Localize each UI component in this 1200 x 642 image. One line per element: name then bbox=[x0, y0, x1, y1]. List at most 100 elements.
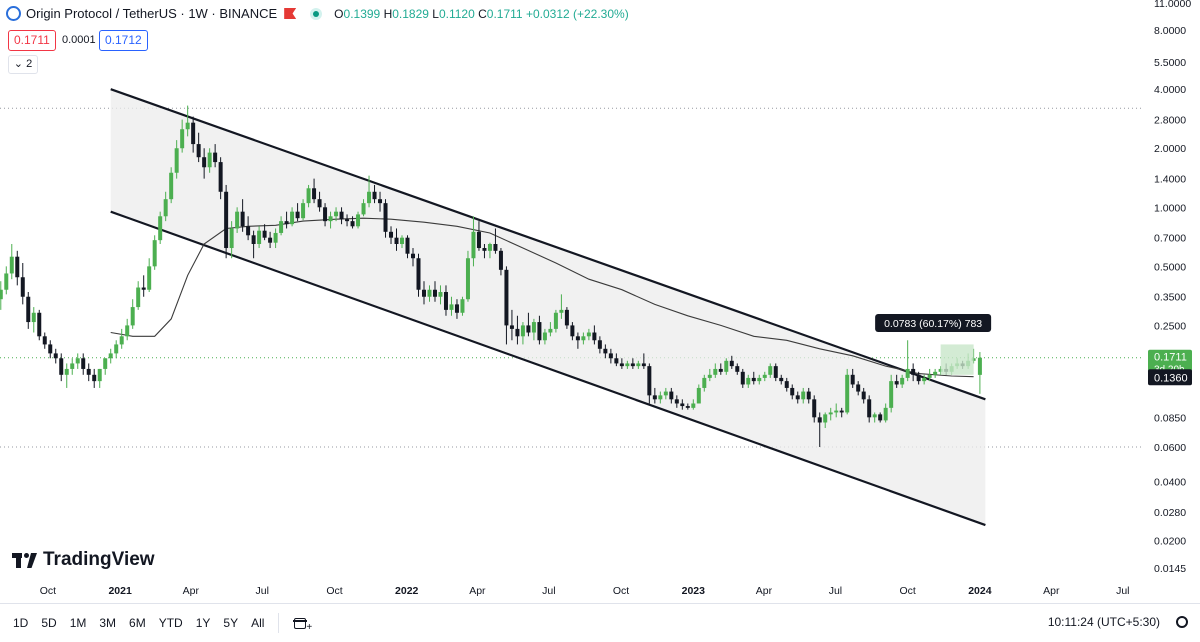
indicators-toggle-button[interactable]: ⌄ 2 bbox=[8, 55, 38, 74]
tradingview-logo-icon bbox=[12, 551, 38, 569]
candle bbox=[465, 250, 470, 302]
x-tick-label: 2021 bbox=[108, 585, 132, 597]
price-chart[interactable]: 0.0783 (60.17%) 783 11.0000 8.0000 5.5000 4… bbox=[0, 0, 1200, 603]
candle-body bbox=[246, 226, 251, 236]
high-value: 0.1829 bbox=[392, 6, 429, 21]
range-1d-button[interactable]: 1D bbox=[13, 616, 29, 630]
candle-body bbox=[603, 348, 608, 354]
candle-body bbox=[432, 289, 437, 297]
gear-icon[interactable] bbox=[1176, 616, 1188, 628]
candle-body bbox=[696, 387, 701, 404]
candle bbox=[301, 199, 306, 221]
candle bbox=[900, 374, 905, 388]
candle-body bbox=[400, 237, 405, 245]
candle-body bbox=[53, 353, 58, 359]
candle-body bbox=[779, 377, 784, 382]
candle-body bbox=[641, 363, 646, 367]
candle bbox=[702, 374, 707, 392]
candle-body bbox=[196, 144, 201, 158]
candle-body bbox=[839, 410, 844, 413]
toolbar-divider bbox=[278, 613, 280, 633]
candle bbox=[471, 216, 476, 267]
candle bbox=[570, 322, 575, 341]
candle-body bbox=[460, 299, 465, 313]
candle-body bbox=[405, 237, 410, 254]
candle bbox=[559, 294, 564, 319]
market-status-icon[interactable] bbox=[310, 7, 323, 20]
candle bbox=[240, 199, 245, 232]
candle-body bbox=[334, 211, 339, 217]
candle bbox=[878, 412, 883, 423]
range-ytd-button[interactable]: YTD bbox=[158, 616, 183, 630]
tradingview-logo[interactable]: TradingView bbox=[12, 549, 155, 571]
candle bbox=[828, 407, 833, 421]
crosshair-price-tag bbox=[1148, 369, 1192, 386]
candle-body bbox=[141, 287, 146, 290]
buy-price-button[interactable]: 0.1712 bbox=[99, 30, 148, 51]
calendar-icon[interactable]: + bbox=[293, 615, 312, 633]
y-tick-label: 11.0000 bbox=[1154, 0, 1191, 10]
candles bbox=[0, 105, 982, 448]
candle bbox=[608, 348, 613, 364]
time-axis[interactable]: Oct 2021 Apr Jul Oct 2022 Apr Jul Oct 2023 Apr Jul O… bbox=[40, 585, 1130, 597]
range-all-button[interactable]: All bbox=[251, 616, 265, 630]
range-5y-button[interactable]: 5Y bbox=[223, 616, 239, 630]
candle-body bbox=[718, 368, 723, 372]
candle-body bbox=[350, 221, 355, 227]
channel-upper-line bbox=[110, 88, 986, 401]
candle bbox=[15, 250, 20, 286]
candle-body bbox=[817, 417, 822, 423]
candle bbox=[795, 391, 800, 404]
candle-body bbox=[647, 366, 652, 396]
candle-body bbox=[680, 403, 685, 407]
candle bbox=[487, 242, 492, 259]
candle-body bbox=[328, 216, 333, 222]
ohlc-values: O0.1399 H0.1829 L0.1120 C0.1711 +0.0312 … bbox=[334, 7, 629, 21]
candle-body bbox=[15, 256, 20, 278]
candle-body bbox=[42, 336, 47, 345]
candle bbox=[823, 412, 828, 428]
candle-body bbox=[59, 358, 64, 375]
candle-body bbox=[356, 214, 361, 227]
price-axis[interactable]: 11.0000 8.0000 5.5000 4.0000 2.8000 2.0000 1.4… bbox=[1148, 0, 1192, 575]
open-key: O bbox=[334, 6, 344, 21]
candle bbox=[97, 368, 102, 388]
x-tick-label: Apr bbox=[756, 585, 773, 597]
candle-body bbox=[367, 191, 372, 204]
range-3m-button[interactable]: 3M bbox=[99, 616, 117, 630]
range-1y-button[interactable]: 1Y bbox=[195, 616, 211, 630]
symbol-title[interactable]: Origin Protocol / TetherUS · 1W · BINANC… bbox=[26, 6, 278, 21]
candle-body bbox=[279, 221, 284, 233]
candle-body bbox=[542, 332, 547, 341]
candle-body bbox=[856, 384, 861, 392]
candle bbox=[383, 199, 388, 238]
moving-average bbox=[110, 217, 974, 378]
candle bbox=[26, 292, 31, 329]
candle bbox=[520, 322, 525, 345]
candle-body bbox=[224, 191, 229, 249]
candle bbox=[476, 221, 481, 251]
parallel-channel[interactable] bbox=[110, 88, 986, 527]
candle-body bbox=[262, 230, 267, 238]
candle-body bbox=[411, 253, 416, 259]
flag-icon[interactable] bbox=[284, 8, 297, 19]
candle bbox=[647, 363, 652, 404]
range-1m-button[interactable]: 1M bbox=[69, 616, 87, 630]
range-6m-button[interactable]: 6M bbox=[129, 616, 146, 630]
x-tick-label: Oct bbox=[326, 585, 342, 597]
candle bbox=[268, 231, 273, 249]
range-5d-button[interactable]: 5D bbox=[41, 616, 57, 630]
candle bbox=[185, 105, 190, 137]
clock-time[interactable]: 10:11:24 (UTC+5:30) bbox=[1047, 615, 1160, 629]
candle bbox=[856, 381, 861, 396]
sell-price-button[interactable]: 0.1711 bbox=[8, 30, 56, 51]
candle-body bbox=[784, 381, 789, 388]
candle-body bbox=[559, 309, 564, 313]
candle-body bbox=[213, 152, 218, 163]
candle bbox=[575, 332, 580, 349]
high-key: H bbox=[383, 6, 393, 21]
candle bbox=[911, 363, 916, 382]
candle-body bbox=[449, 304, 454, 310]
y-tick-label: 8.0000 bbox=[1154, 25, 1186, 37]
candle bbox=[674, 395, 679, 408]
